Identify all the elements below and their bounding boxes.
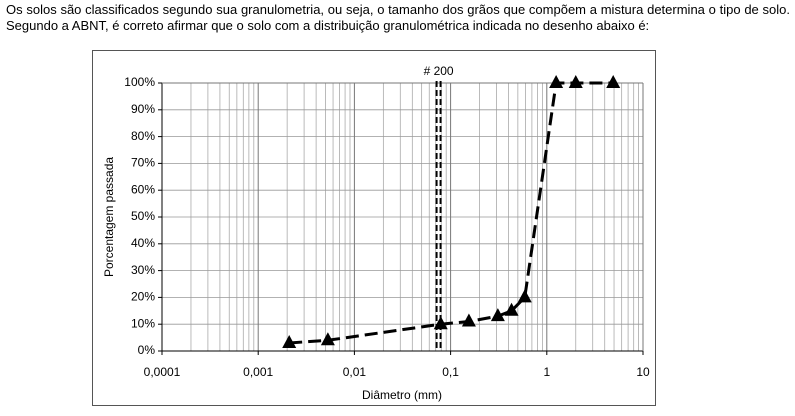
data-point bbox=[568, 75, 583, 88]
question-text: Os solos são classificados segundo sua g… bbox=[6, 2, 790, 33]
y-tick-label: 80% bbox=[131, 129, 155, 143]
x-tick-label: 10 bbox=[636, 365, 650, 379]
data-point bbox=[606, 75, 621, 88]
y-tick-label: 100% bbox=[124, 75, 155, 89]
data-point bbox=[490, 308, 505, 322]
annotation-label: # 200 bbox=[424, 64, 454, 78]
y-tick-label: 20% bbox=[131, 290, 155, 304]
y-tick-label: 50% bbox=[131, 209, 155, 223]
chart-frame bbox=[92, 50, 656, 406]
y-axis-label: Porcentagem passada bbox=[102, 157, 116, 277]
x-tick-label: 0,1 bbox=[442, 365, 459, 379]
y-tick-label: 90% bbox=[131, 102, 155, 116]
x-tick-label: 0,0001 bbox=[144, 365, 181, 379]
y-tick-label: 40% bbox=[131, 236, 155, 250]
x-axis-label: Diâmetro (mm) bbox=[362, 388, 442, 402]
data-point bbox=[320, 332, 335, 346]
y-tick-label: 60% bbox=[131, 182, 155, 196]
y-tick-label: 0% bbox=[138, 343, 156, 357]
data-line bbox=[289, 81, 614, 345]
y-tick-label: 10% bbox=[131, 316, 155, 330]
data-point bbox=[282, 334, 297, 348]
data-point bbox=[461, 313, 476, 327]
x-tick-label: 0,01 bbox=[343, 365, 367, 379]
data-point bbox=[504, 302, 519, 316]
x-tick-label: 1 bbox=[543, 365, 550, 379]
x-tick-label: 0,001 bbox=[243, 365, 273, 379]
data-point bbox=[549, 75, 564, 88]
y-tick-label: 70% bbox=[131, 156, 155, 170]
data-point bbox=[433, 316, 448, 330]
data-point bbox=[517, 289, 532, 303]
y-tick-label: 30% bbox=[131, 263, 155, 277]
